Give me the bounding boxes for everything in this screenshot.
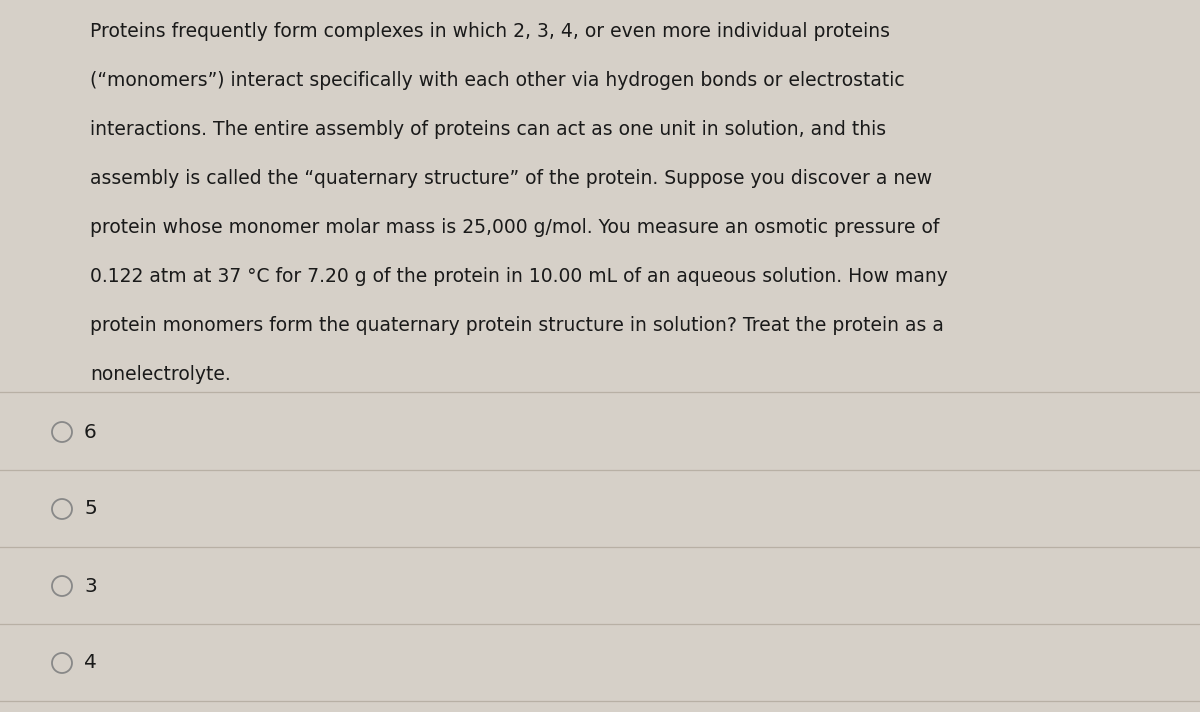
Text: 0.122 atm at 37 °C for 7.20 g of the protein in 10.00 mL of an aqueous solution.: 0.122 atm at 37 °C for 7.20 g of the pro… (90, 267, 948, 286)
Text: Proteins frequently form complexes in which 2, 3, 4, or even more individual pro: Proteins frequently form complexes in wh… (90, 22, 890, 41)
Text: assembly is called the “quaternary structure” of the protein. Suppose you discov: assembly is called the “quaternary struc… (90, 169, 932, 188)
Text: 3: 3 (84, 577, 97, 595)
Text: protein whose monomer molar mass is 25,000 g/mol. You measure an osmotic pressur: protein whose monomer molar mass is 25,0… (90, 218, 940, 237)
Text: (“monomers”) interact specifically with each other via hydrogen bonds or electro: (“monomers”) interact specifically with … (90, 71, 905, 90)
Text: interactions. The entire assembly of proteins can act as one unit in solution, a: interactions. The entire assembly of pro… (90, 120, 886, 139)
Text: 6: 6 (84, 422, 97, 441)
Text: nonelectrolyte.: nonelectrolyte. (90, 365, 230, 384)
Text: protein monomers form the quaternary protein structure in solution? Treat the pr: protein monomers form the quaternary pro… (90, 316, 944, 335)
Text: 5: 5 (84, 500, 97, 518)
Text: 4: 4 (84, 654, 97, 673)
